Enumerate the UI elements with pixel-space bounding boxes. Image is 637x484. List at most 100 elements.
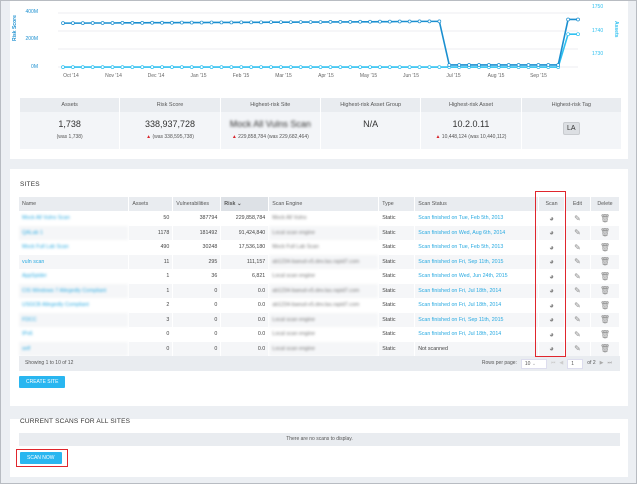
data-point[interactable] <box>170 20 174 25</box>
data-point[interactable] <box>387 19 392 24</box>
edit-button[interactable]: ✎ <box>564 269 591 284</box>
column-header-edit[interactable]: Edit <box>564 197 591 211</box>
data-point[interactable] <box>526 63 531 67</box>
edit-button[interactable]: ✎ <box>564 298 591 313</box>
data-point[interactable] <box>90 21 95 25</box>
data-point[interactable] <box>199 65 204 69</box>
site-name-link[interactable]: IPv6 <box>19 327 130 342</box>
data-point[interactable] <box>427 65 432 69</box>
data-point[interactable] <box>576 32 580 37</box>
data-point[interactable] <box>110 21 115 25</box>
data-point[interactable] <box>457 63 462 67</box>
page-input[interactable]: 1 <box>567 358 584 369</box>
data-point[interactable] <box>308 20 313 24</box>
data-point[interactable] <box>397 19 402 24</box>
delete-button[interactable]: 🗑 <box>590 312 621 327</box>
create-site-button[interactable]: CREATE SITE <box>19 376 66 388</box>
data-point[interactable] <box>368 19 372 24</box>
data-point[interactable] <box>199 20 204 25</box>
scan-button[interactable]: ◕ <box>538 312 565 327</box>
scan-status-link[interactable]: Scan finished on Wed, Aug 6th, 2014 <box>414 225 539 240</box>
data-point[interactable] <box>536 63 541 67</box>
site-name-link[interactable]: AppSpider <box>19 269 130 284</box>
delete-button[interactable]: 🗑 <box>590 341 621 356</box>
data-point[interactable] <box>467 63 471 67</box>
scan-status-link[interactable]: Scan finished on Tue, Feb 5th, 2013 <box>414 240 539 255</box>
data-point[interactable] <box>160 65 164 69</box>
data-point[interactable] <box>348 20 353 24</box>
column-header-scan-status[interactable]: Scan Status <box>414 197 539 211</box>
data-point[interactable] <box>318 65 323 69</box>
data-point[interactable] <box>269 65 273 69</box>
data-point[interactable] <box>209 20 214 25</box>
site-name-link[interactable]: self <box>19 341 130 356</box>
last-page-icon[interactable]: ⏭ <box>607 360 612 366</box>
data-point[interactable] <box>140 21 145 25</box>
data-point[interactable] <box>427 19 432 24</box>
scan-status-link[interactable]: Scan finished on Fri, Jul 18th, 2014 <box>414 298 539 313</box>
data-point[interactable] <box>259 65 263 69</box>
data-point[interactable] <box>298 20 303 24</box>
edit-button[interactable]: ✎ <box>564 283 591 298</box>
data-point[interactable] <box>546 63 551 67</box>
highest-risk-site-link[interactable]: Mock All Vulns Scan <box>229 119 311 129</box>
data-point[interactable] <box>100 65 105 69</box>
data-point[interactable] <box>338 20 343 24</box>
data-point[interactable] <box>556 63 561 67</box>
scan-button[interactable]: ◕ <box>538 341 565 356</box>
data-point[interactable] <box>487 63 491 67</box>
site-name-link[interactable]: Mock All Vulns Scan <box>19 211 130 226</box>
data-point[interactable] <box>437 65 442 69</box>
site-name-link[interactable]: QALab 1 <box>19 225 130 240</box>
data-point[interactable] <box>150 20 154 25</box>
column-header-vulnerabilities[interactable]: Vulnerabilities <box>172 197 222 211</box>
column-header-name[interactable]: Name <box>19 197 130 211</box>
edit-button[interactable]: ✎ <box>564 211 591 226</box>
data-point[interactable] <box>288 65 293 69</box>
data-point[interactable] <box>387 65 392 69</box>
data-point[interactable] <box>170 65 174 69</box>
column-header-type[interactable]: Type <box>378 197 416 211</box>
delete-button[interactable]: 🗑 <box>590 240 621 255</box>
data-point[interactable] <box>71 21 75 25</box>
site-name-link[interactable]: FDCC <box>19 312 130 327</box>
edit-button[interactable]: ✎ <box>564 327 591 342</box>
site-name-link[interactable]: CIS Windows 7 Allegedly Compliant <box>19 283 130 298</box>
data-point[interactable] <box>566 17 570 22</box>
edit-button[interactable]: ✎ <box>564 225 591 240</box>
rows-per-page-select[interactable]: 10 ⌄ <box>520 358 547 369</box>
data-point[interactable] <box>328 65 333 69</box>
site-name-link[interactable]: Mock Full Lab Scan <box>19 240 130 255</box>
site-name-link[interactable]: USGCB Allegedly Compliant <box>19 298 130 313</box>
data-point[interactable] <box>80 65 85 69</box>
delete-button[interactable]: 🗑 <box>590 283 621 298</box>
edit-button[interactable]: ✎ <box>564 312 591 327</box>
data-point[interactable] <box>378 65 382 69</box>
data-point[interactable] <box>249 20 254 25</box>
data-point[interactable] <box>308 65 313 69</box>
scan-status-link[interactable]: Scan finished on Fri, Jul 18th, 2014 <box>414 283 539 298</box>
scan-status-link[interactable]: Scan finished on Fri, Sep 11th, 2015 <box>414 254 539 269</box>
data-point[interactable] <box>179 20 184 25</box>
first-page-icon[interactable]: ⏮ <box>550 360 556 366</box>
data-point[interactable] <box>150 65 154 69</box>
data-point[interactable] <box>368 65 372 69</box>
column-header-risk[interactable]: Risk ⌄ <box>220 197 270 211</box>
data-point[interactable] <box>80 21 85 25</box>
data-point[interactable] <box>249 65 254 69</box>
data-point[interactable] <box>397 65 402 69</box>
data-point[interactable] <box>407 65 412 69</box>
column-header-scan[interactable]: Scan <box>538 197 565 211</box>
data-point[interactable] <box>328 20 333 24</box>
highest-risk-tag[interactable]: LA <box>563 122 580 135</box>
scan-status-link[interactable]: Scan finished on Tue, Feb 5th, 2013 <box>414 211 539 226</box>
data-point[interactable] <box>477 63 481 67</box>
data-point[interactable] <box>61 65 65 69</box>
next-page-icon[interactable]: ▶ <box>599 360 604 366</box>
data-point[interactable] <box>447 63 452 67</box>
data-point[interactable] <box>348 65 353 69</box>
data-point[interactable] <box>288 20 293 25</box>
scan-button[interactable]: ◕ <box>538 254 565 269</box>
data-point[interactable] <box>100 21 105 25</box>
data-point[interactable] <box>120 65 125 69</box>
